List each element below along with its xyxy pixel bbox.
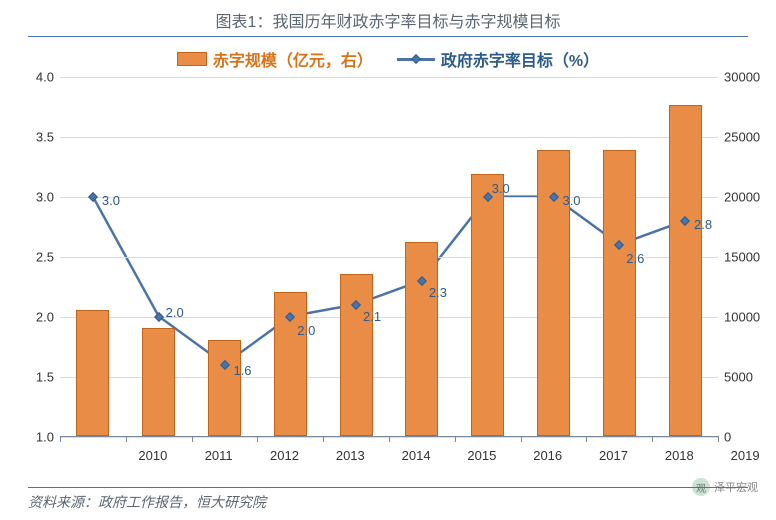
x-tick-label: 2011 <box>205 448 233 463</box>
x-tick-label: 2018 <box>665 448 694 463</box>
y-left-tick-label: 3.0 <box>20 190 54 205</box>
y-right-tick-label: 5000 <box>724 370 768 385</box>
y-left-tick-label: 1.5 <box>20 370 54 385</box>
bar <box>603 150 636 436</box>
bar <box>405 242 438 436</box>
bar <box>669 105 702 436</box>
bar <box>142 328 175 436</box>
y-left-tick-label: 2.5 <box>20 250 54 265</box>
line-value-label: 2.8 <box>694 217 712 232</box>
x-tick-label: 2015 <box>467 448 496 463</box>
legend-item-line: 政府赤字率目标（%） <box>397 47 599 71</box>
x-tick <box>257 436 258 442</box>
x-tick <box>192 436 193 442</box>
x-tick <box>718 436 719 442</box>
source-text: 资料来源：政府工作报告，恒大研究院 <box>28 487 748 512</box>
y-left-tick-label: 2.0 <box>20 310 54 325</box>
y-right-tick-label: 30000 <box>724 70 768 85</box>
y-left-tick-label: 4.0 <box>20 70 54 85</box>
plot-region: 1.01.52.02.53.03.54.00500010000150002000… <box>60 77 718 437</box>
line-value-label: 1.6 <box>233 363 251 378</box>
chart-container: 图表1：我国历年财政赤字率目标与赤字规模目标 赤字规模（亿元，右） 政府赤字率目… <box>0 0 776 520</box>
x-tick <box>521 436 522 442</box>
x-tick <box>126 436 127 442</box>
legend-line-label: 政府赤字率目标（%） <box>441 47 599 71</box>
y-left-tick-label: 1.0 <box>20 430 54 445</box>
x-tick <box>586 436 587 442</box>
y-right-tick-label: 0 <box>724 430 768 445</box>
x-tick-label: 2010 <box>138 448 167 463</box>
line-value-label: 3.0 <box>562 193 580 208</box>
x-tick-label: 2017 <box>599 448 628 463</box>
line-value-label: 2.6 <box>626 251 644 266</box>
line-value-label: 3.0 <box>102 193 120 208</box>
y-left-tick-label: 3.5 <box>20 130 54 145</box>
y-right-tick-label: 15000 <box>724 250 768 265</box>
x-tick-label: 2013 <box>336 448 365 463</box>
trend-line <box>93 197 685 365</box>
bar <box>471 174 504 436</box>
x-tick <box>389 436 390 442</box>
line-value-label: 2.3 <box>429 285 447 300</box>
chart-area: 1.01.52.02.53.03.54.00500010000150002000… <box>60 77 718 467</box>
line-value-label: 3.0 <box>492 181 510 196</box>
x-tick <box>323 436 324 442</box>
x-tick-label: 2019 <box>731 448 760 463</box>
gridline <box>60 137 718 138</box>
y-right-tick-label: 25000 <box>724 130 768 145</box>
y-right-tick-label: 20000 <box>724 190 768 205</box>
legend-item-bar: 赤字规模（亿元，右） <box>177 47 373 71</box>
line-swatch-icon <box>397 58 435 61</box>
x-tick <box>455 436 456 442</box>
legend: 赤字规模（亿元，右） 政府赤字率目标（%） <box>0 37 776 73</box>
bar <box>208 340 241 436</box>
bar-swatch-icon <box>177 52 207 66</box>
x-tick <box>652 436 653 442</box>
x-tick-label: 2014 <box>402 448 431 463</box>
line-value-label: 2.1 <box>363 309 381 324</box>
gridline <box>60 77 718 78</box>
x-tick-label: 2016 <box>533 448 562 463</box>
bar <box>340 274 373 436</box>
chart-title: 图表1：我国历年财政赤字率目标与赤字规模目标 <box>28 0 748 37</box>
line-value-label: 2.0 <box>297 323 315 338</box>
y-right-tick-label: 10000 <box>724 310 768 325</box>
line-value-label: 2.0 <box>166 305 184 320</box>
x-tick <box>60 436 61 442</box>
x-tick-label: 2012 <box>270 448 299 463</box>
bar <box>76 310 109 436</box>
legend-bar-label: 赤字规模（亿元，右） <box>213 47 373 71</box>
